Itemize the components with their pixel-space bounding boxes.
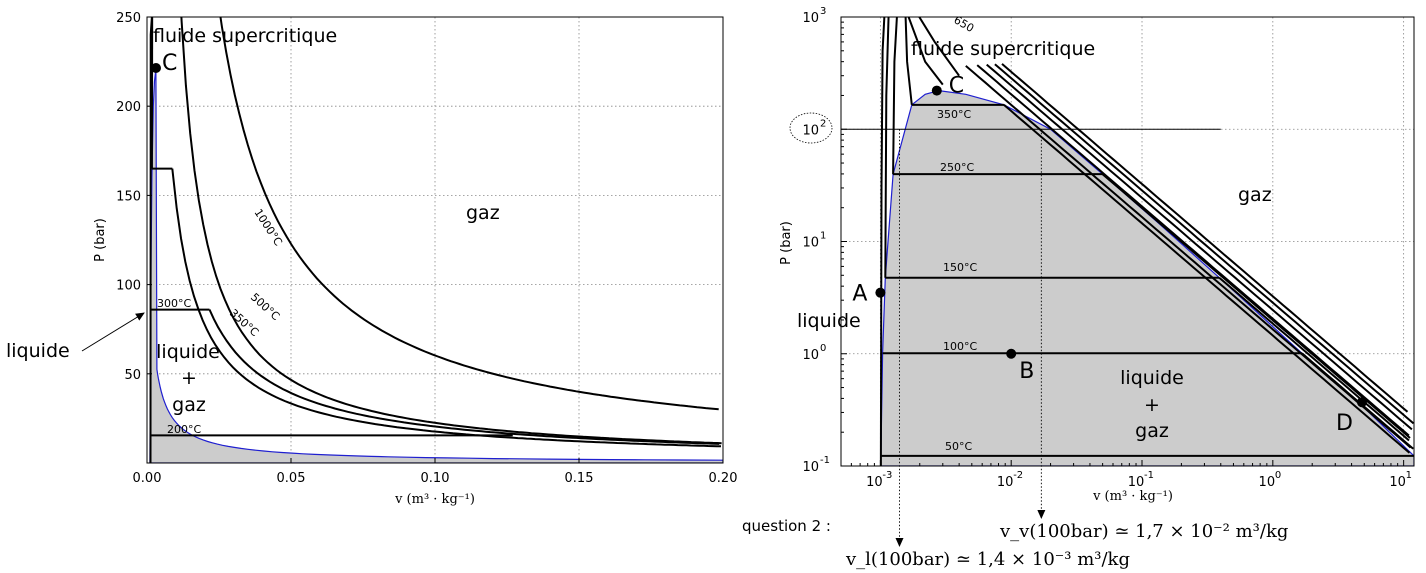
left-region-liquid-gas-3: gaz bbox=[172, 394, 206, 416]
left-ticks: 0.00 0.05 0.10 0.15 0.20 50 100 150 200 250 bbox=[116, 11, 737, 486]
right-point-label-c: C bbox=[949, 74, 964, 99]
right-y-tick-label: 10 bbox=[802, 123, 819, 138]
left-critical-point bbox=[151, 63, 161, 73]
right-x-tick-exponent: 0 bbox=[1275, 470, 1281, 481]
left-isotherm-label-200: 200°C bbox=[167, 423, 201, 436]
right-region-supercritical: fluide supercritique bbox=[911, 38, 1095, 60]
left-x-tick-label: 0.15 bbox=[565, 471, 594, 486]
right-x-tick-label: 10 bbox=[997, 475, 1014, 490]
right-isotherm-label-50: 50°C bbox=[945, 440, 972, 453]
left-x-tick-label: 0.05 bbox=[277, 471, 306, 486]
right-isotherm-supercritical-steep bbox=[918, 17, 960, 77]
left-isotherm-gas-branch bbox=[171, 168, 722, 448]
right-isotherm-supercritical bbox=[994, 63, 1414, 425]
right-isotherm-supercritical-steep bbox=[907, 17, 944, 86]
right-isotherm-label-250: 250°C bbox=[940, 161, 974, 174]
right-ylabel: P (bar) bbox=[779, 221, 794, 265]
right-y-tick-label: 10 bbox=[802, 348, 819, 363]
right-xlabel: v (m³ · kg⁻¹) bbox=[1092, 489, 1173, 504]
right-region-liquid-gas-2: + bbox=[1144, 394, 1160, 416]
right-y-tick-exponent: 3 bbox=[820, 6, 826, 17]
right-y-tick-exponent: 0 bbox=[820, 343, 826, 354]
right-x-tick-label: 10 bbox=[1389, 475, 1406, 490]
right-point-label-d: D bbox=[1336, 411, 1353, 436]
right-isotherm-supercritical bbox=[1001, 63, 1409, 413]
right-liquid-branch-2 bbox=[884, 17, 890, 278]
right-point-label-a: A bbox=[852, 282, 867, 307]
left-ylabel: P (bar) bbox=[93, 218, 108, 262]
left-y-tick-label: 50 bbox=[124, 368, 141, 383]
right-point-b bbox=[1006, 348, 1017, 359]
left-region-liquid-gas-2: + bbox=[181, 367, 197, 389]
right-isotherm-label-350: 350°C bbox=[937, 108, 971, 121]
right-y-tick-exponent: 1 bbox=[820, 231, 826, 242]
left-isotherm-gas-branch bbox=[180, 17, 722, 445]
left-isotherms bbox=[149, 17, 722, 463]
left-chart-linear: 0.00 0.05 0.10 0.15 0.20 50 100 150 200 250 P (ba… bbox=[6, 11, 737, 507]
right-isotherm-label-150: 150°C bbox=[943, 261, 977, 274]
right-region-gas: gaz bbox=[1238, 184, 1272, 206]
right-x-tick-exponent: -1 bbox=[1144, 470, 1154, 481]
right-x-tick-label: 10 bbox=[866, 475, 883, 490]
left-x-tick-label: 0.20 bbox=[709, 471, 738, 486]
right-region-liquid-gas-1: liquide bbox=[1120, 367, 1184, 389]
right-isotherms bbox=[879, 17, 1414, 466]
left-saturation-dome bbox=[149, 68, 723, 463]
left-x-tick-label: 0.10 bbox=[421, 471, 450, 486]
right-x-tick-label: 10 bbox=[1128, 475, 1145, 490]
right-y-tick-label: 10 bbox=[802, 11, 819, 26]
right-points: A B C D bbox=[852, 74, 1367, 436]
right-point-label-b: B bbox=[1019, 359, 1034, 384]
right-region-liquid: liquide bbox=[797, 310, 861, 332]
right-x-tick-label: 10 bbox=[1259, 475, 1276, 490]
left-x-tick-label: 0.00 bbox=[133, 471, 162, 486]
left-region-supercritical: fluide supercritique bbox=[153, 25, 337, 47]
right-liquid-branch-4 bbox=[904, 17, 913, 105]
right-y-tick-label: 10 bbox=[802, 236, 819, 251]
right-y-tick-exponent: -1 bbox=[820, 455, 830, 466]
left-liquid-arrow bbox=[81, 312, 145, 352]
right-isotherm-label-100: 100°C bbox=[943, 340, 977, 353]
right-100bar-tick-circle bbox=[789, 112, 833, 144]
right-x-tick-exponent: 1 bbox=[1406, 470, 1412, 481]
right-region-liquid-gas-3: gaz bbox=[1135, 420, 1169, 442]
right-isotherm-gas-branch bbox=[1218, 276, 1410, 442]
right-point-c bbox=[931, 85, 942, 96]
right-point-d bbox=[1356, 397, 1367, 408]
right-liquid-branch-1 bbox=[879, 17, 886, 466]
right-isotherm-gas-branch bbox=[1003, 104, 1411, 454]
left-y-tick-label: 100 bbox=[116, 279, 141, 294]
right-isotherm-supercritical bbox=[976, 64, 1410, 437]
left-liquid-arrow-label: liquide bbox=[6, 340, 70, 362]
left-isotherm-gas-branch bbox=[219, 17, 719, 411]
left-isotherm-gas-branch bbox=[208, 309, 720, 445]
right-isotherm-supercritical bbox=[986, 63, 1413, 431]
left-y-tick-label: 150 bbox=[116, 189, 141, 204]
answer-vl: v_l(100bar) ≃ 1,4 × 10⁻³ m³/kg bbox=[845, 549, 1130, 570]
right-x-tick-exponent: -3 bbox=[882, 470, 892, 481]
right-ticks: 10 -3 10 -2 10 -1 10 0 10 110 -110 010 110 210 3 bbox=[802, 6, 1412, 490]
left-isotherm-label-500: 500°C bbox=[248, 291, 282, 324]
left-region-gas: gaz bbox=[466, 202, 500, 224]
left-region-liquid-gas-1: liquide bbox=[156, 341, 220, 363]
right-y-tick-label: 10 bbox=[802, 460, 819, 475]
right-chart-loglog: 10 -3 10 -2 10 -1 10 0 10 110 -110 010 110 210 3 P (ba… bbox=[742, 6, 1415, 570]
right-x-tick-exponent: -2 bbox=[1013, 470, 1023, 481]
left-isotherm-label-300: 300°C bbox=[157, 297, 191, 310]
right-point-a bbox=[875, 287, 886, 298]
answer-vv: v_v(100bar) ≃ 1,7 × 10⁻² m³/kg bbox=[999, 521, 1288, 542]
left-critical-label: C bbox=[162, 51, 177, 76]
right-isotherm-gas-branch bbox=[1101, 173, 1411, 439]
right-y-tick-exponent: 2 bbox=[820, 118, 826, 129]
left-y-tick-label: 250 bbox=[116, 11, 141, 26]
left-xlabel: v (m³ · kg⁻¹) bbox=[394, 492, 475, 507]
right-liquid-branch-3 bbox=[892, 17, 898, 175]
left-grid bbox=[147, 17, 723, 463]
left-y-tick-label: 200 bbox=[116, 100, 141, 115]
left-isotherm-label-1000: 1000°C bbox=[251, 207, 285, 249]
question-heading: question 2 : bbox=[742, 517, 831, 535]
